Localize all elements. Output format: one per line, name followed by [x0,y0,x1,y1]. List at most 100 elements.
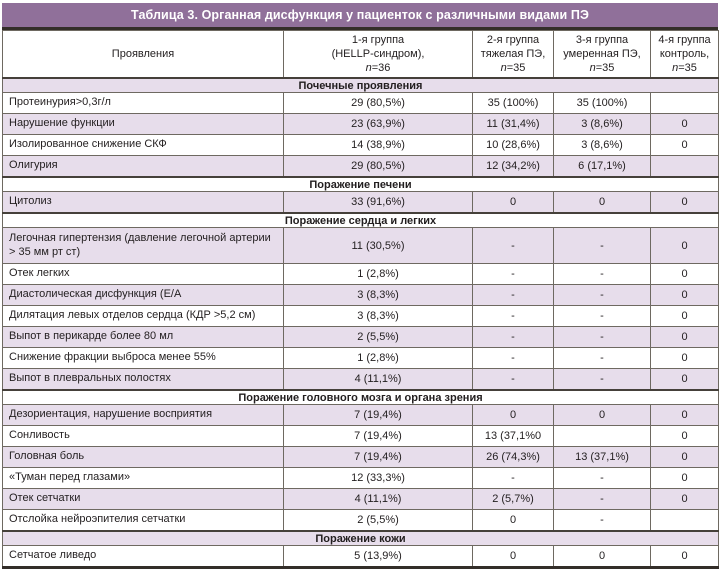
row-value-group-1: 3 (8,3%) [283,284,473,306]
row-value-group-4 [650,509,719,532]
table-row: Сетчатое ливедо 5 (13,9%) 0 0 0 [2,545,719,568]
n-symbol: n [365,62,372,75]
table-row: Изолированное снижение СКФ 14 (38,9%) 10 (… [2,134,719,156]
table-row: «Туман перед глазами» 12 (33,3%) - -0 [2,467,719,489]
table-row: Головная боль 7 (19,4%) 26 (74,3%) 13 (37,1… [2,446,719,468]
organ-dysfunction-table: Проявления 1-я группа (HELLP-синдром), n=3… [2,30,719,569]
n-value: =35 [506,62,526,75]
table-row: Сонливость 7 (19,4%) 13 (37,1%0 0 [2,425,719,447]
group-line2: тяжелая ПЭ, [480,47,546,60]
group-n-count: n=35 [655,61,714,75]
section-row: Поражение печени [2,176,719,192]
n-value: =35 [678,62,697,75]
row-label: Сонливость [2,425,284,447]
column-header-group-4: 4-я группа контроль, n=35 [650,30,719,79]
row-value-group-3: 35 (100%) [553,92,651,114]
row-value-group-4: 0 [650,191,719,214]
row-value-group-2: - [472,263,554,285]
row-value-group-1: 7 (19,4%) [283,425,473,447]
row-value-group-4: 0 [650,368,719,391]
row-label: Дилятация левых отделов сердца (КДР >5,2… [2,305,284,327]
row-value-group-1: 33 (91,6%) [283,191,473,214]
row-label: Диастолическая дисфункция (Е/А [2,284,284,306]
group-line1: 2-я группа [486,33,540,46]
row-value-group-3: - [553,305,651,327]
row-value-group-1: 14 (38,9%) [283,134,473,156]
section-row: Поражение сердца и легких [2,212,719,228]
section-row: Почечные проявления [2,77,719,93]
section-row: Поражение головного мозга и органа зрени… [2,389,719,405]
row-value-group-3: 6 (17,1%) [553,155,651,178]
row-value-group-4: 0 [650,446,719,468]
table-title: Таблица 3. Органная дисфункция у пациент… [2,3,718,30]
row-value-group-1: 12 (33,3%) [283,467,473,489]
row-value-group-1: 2 (5,5%) [283,326,473,348]
group-line2: (HELLP-синдром), [331,47,425,60]
row-label: «Туман перед глазами» [2,467,284,489]
group-n-count: n=36 [288,61,468,75]
row-value-group-4: 0 [650,404,719,426]
row-value-group-3: - [553,347,651,369]
group-line2: умеренная ПЭ, [563,47,641,60]
row-label: Нарушение функции [2,113,284,135]
table-row: Легочная гипертензия (давление легочной … [2,227,719,264]
row-value-group-1: 23 (63,9%) [283,113,473,135]
row-value-group-3: - [553,227,651,264]
section-label: Поражение печени [2,176,719,192]
table-body: Почечные проявления Протеинурия>0,3г/л 29 … [2,77,719,568]
row-label: Олигурия [2,155,284,178]
row-value-group-4: 0 [650,488,719,510]
row-value-group-3: - [553,326,651,348]
row-label: Отек легких [2,263,284,285]
n-value: =36 [371,62,391,75]
row-value-group-2: 0 [472,191,554,214]
table-row: Протеинурия>0,3г/л 29 (80,5%) 35 (100%) 35 … [2,92,719,114]
table-row: Отек легких 1 (2,8%) - -0 [2,263,719,285]
row-label: Головная боль [2,446,284,468]
row-label: Цитолиз [2,191,284,214]
table-row: Олигурия 29 (80,5%) 12 (34,2%) 6 (17,1%) [2,155,719,178]
group-n-count: n=35 [477,61,549,75]
n-symbol: n [500,62,507,75]
row-value-group-1: 1 (2,8%) [283,263,473,285]
column-header-group-1: 1-я группа (HELLP-синдром), n=36 [283,30,473,79]
row-value-group-3: 13 (37,1%) [553,446,651,468]
row-value-group-4: 0 [650,263,719,285]
row-value-group-2: - [472,305,554,327]
row-value-group-1: 29 (80,5%) [283,155,473,178]
row-value-group-1: 3 (8,3%) [283,305,473,327]
row-value-group-2: - [472,284,554,306]
section-label: Почечные проявления [2,77,719,93]
table-header: Проявления 1-я группа (HELLP-синдром), n=3… [2,30,719,79]
row-value-group-4: 0 [650,347,719,369]
row-label: Дезориентация, нарушение восприятия [2,404,284,426]
group-line1: 3-я группа [575,33,629,46]
row-value-group-1: 4 (11,1%) [283,368,473,391]
row-value-group-3: 3 (8,6%) [553,113,651,135]
row-value-group-1: 7 (19,4%) [283,446,473,468]
row-value-group-3 [553,425,651,447]
row-value-group-4: 0 [650,467,719,489]
row-value-group-2: 13 (37,1%0 [472,425,554,447]
row-label: Выпот в перикарде более 80 мл [2,326,284,348]
row-value-group-4: 0 [650,113,719,135]
row-value-group-1: 2 (5,5%) [283,509,473,532]
section-label: Поражение головного мозга и органа зрени… [2,389,719,405]
row-label: Снижение фракции выброса менее 55% [2,347,284,369]
row-value-group-3: - [553,263,651,285]
row-value-group-2: 11 (31,4%) [472,113,554,135]
group-line1: 1-я группа [351,33,405,46]
section-row: Поражение кожи [2,530,719,546]
n-symbol: n [672,62,679,75]
row-value-group-2: 0 [472,545,554,568]
column-header-group-2: 2-я группа тяжелая ПЭ, n=35 [472,30,554,79]
row-value-group-4 [650,92,719,114]
row-value-group-3: - [553,467,651,489]
row-label: Сетчатое ливедо [2,545,284,568]
row-label: Выпот в плевральных полостях [2,368,284,391]
column-header-group-3: 3-я группа умеренная ПЭ, n=35 [553,30,651,79]
table-row: Выпот в перикарде более 80 мл 2 (5,5%) - -0 [2,326,719,348]
row-value-group-3: - [553,488,651,510]
table-row: Отек сетчатки 4 (11,1%) 2 (5,7%) -0 [2,488,719,510]
header-row: Проявления 1-я группа (HELLP-синдром), n=3… [2,30,719,79]
